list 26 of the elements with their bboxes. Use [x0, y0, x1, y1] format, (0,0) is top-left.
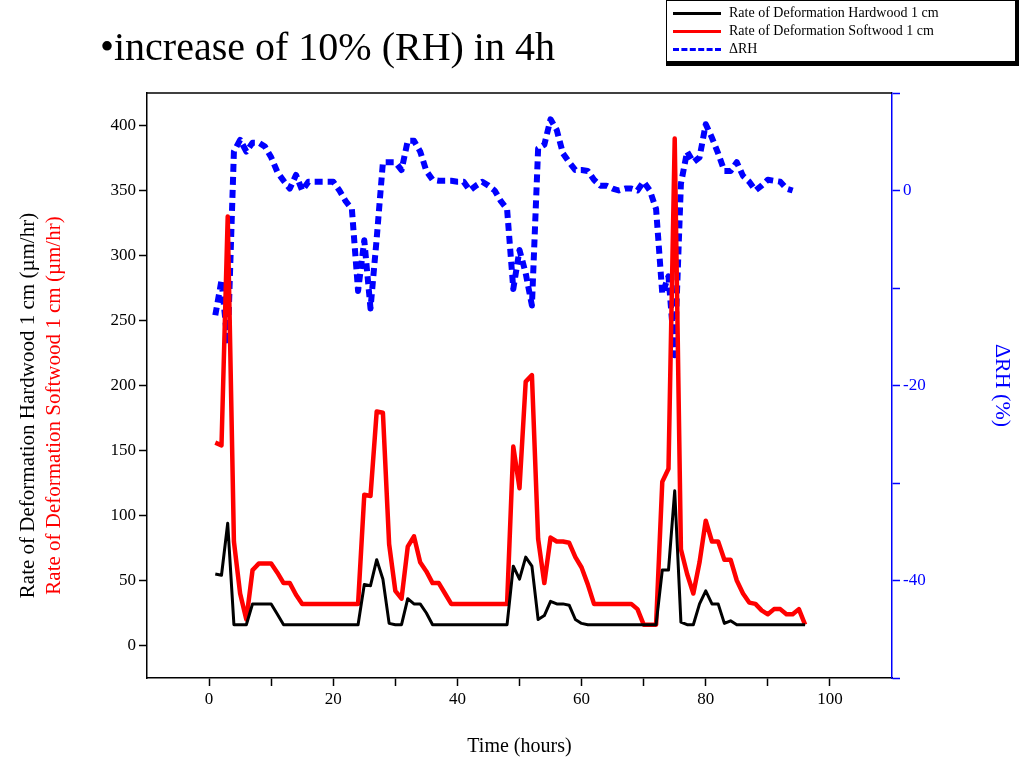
y-tick-label: 200	[110, 374, 136, 394]
x-tick-label: 60	[573, 688, 591, 708]
x-tick-label: 20	[324, 688, 342, 708]
y-tick-label: 50	[119, 569, 136, 589]
y-tick-label: 150	[110, 439, 136, 459]
x-tick-label: 80	[697, 688, 715, 708]
text: Rate of Deformation Hardwood 1 cm (µm/hr)	[15, 212, 39, 599]
x-tick-label: 0	[204, 688, 214, 708]
y-tick-label: 400	[110, 114, 136, 134]
x-axis-title: Time (hours)	[467, 734, 572, 758]
y-tick-label: 350	[110, 179, 136, 199]
text: Rate of Deformation Softwood 1 cm (µm/hr)	[41, 216, 65, 595]
y2-axis-title: ΔRH (%)	[991, 343, 1017, 428]
legend-label: Rate of Deformation Softwood 1 cm	[729, 23, 934, 39]
legend-label: Rate of Deformation Hardwood 1 cm	[729, 5, 939, 21]
y-tick-label: 100	[110, 504, 136, 524]
x-tick-label: 40	[448, 688, 466, 708]
y2-tick-label: -40	[903, 569, 926, 589]
y-tick-label: 0	[127, 634, 136, 654]
x-tick-label: 100	[817, 688, 843, 708]
chart-title: •increase of 10% (RH) in 4h	[100, 24, 555, 69]
legend-label: ΔRH	[729, 41, 758, 57]
y2-tick-label: -20	[903, 374, 926, 394]
y-tick-label: 300	[110, 244, 136, 264]
y2-tick-label: 0	[903, 179, 912, 199]
y-tick-label: 250	[110, 309, 136, 329]
